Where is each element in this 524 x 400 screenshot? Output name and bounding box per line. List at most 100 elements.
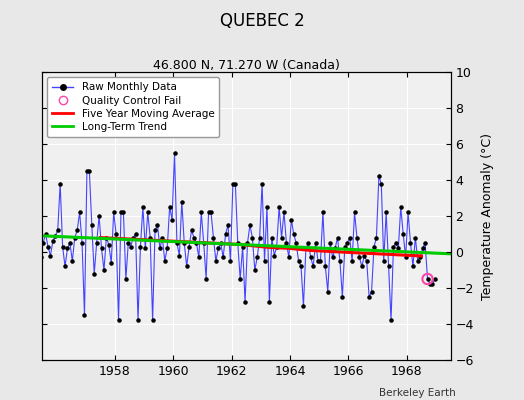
Point	[399, 231, 407, 237]
Point	[105, 242, 113, 248]
Point	[360, 252, 368, 259]
Point	[258, 180, 266, 187]
Point	[168, 216, 176, 223]
Point	[311, 240, 320, 246]
Point	[379, 258, 388, 264]
Point	[37, 254, 45, 261]
Point	[88, 222, 96, 228]
Point	[387, 317, 395, 324]
Point	[321, 263, 330, 270]
Point	[238, 243, 247, 250]
Point	[365, 294, 373, 300]
Point	[66, 240, 74, 246]
Point	[367, 288, 376, 295]
Point	[309, 263, 318, 270]
Point	[231, 180, 239, 187]
Point	[29, 258, 38, 264]
Point	[122, 276, 130, 282]
Point	[90, 270, 99, 277]
Point	[182, 263, 191, 270]
Point	[56, 180, 64, 187]
Point	[200, 240, 208, 246]
Point	[224, 222, 232, 228]
Point	[304, 240, 312, 246]
Point	[24, 234, 32, 241]
Point	[100, 267, 108, 273]
Point	[51, 233, 60, 239]
Point	[34, 245, 42, 252]
Point	[160, 258, 169, 264]
Point	[409, 263, 417, 270]
Point	[71, 234, 79, 241]
Point	[207, 209, 215, 216]
Point	[78, 240, 86, 246]
Point	[263, 204, 271, 210]
Point	[80, 312, 89, 318]
Point	[431, 276, 439, 282]
Point	[119, 209, 128, 216]
Point	[214, 245, 223, 252]
Point	[58, 243, 67, 250]
Point	[209, 234, 217, 241]
Text: QUEBEC 2: QUEBEC 2	[220, 12, 304, 30]
Legend: Raw Monthly Data, Quality Control Fail, Five Year Moving Average, Long-Term Tren: Raw Monthly Data, Quality Control Fail, …	[47, 77, 220, 137]
Point	[413, 258, 422, 264]
Point	[202, 276, 210, 282]
Point	[260, 258, 269, 264]
Text: Berkeley Earth: Berkeley Earth	[379, 388, 456, 398]
Point	[190, 234, 198, 241]
Point	[389, 243, 398, 250]
Point	[163, 245, 171, 252]
Point	[166, 204, 174, 210]
Point	[139, 204, 147, 210]
Y-axis label: Temperature Anomaly (°C): Temperature Anomaly (°C)	[481, 132, 494, 300]
Point	[343, 240, 352, 246]
Point	[397, 204, 405, 210]
Point	[338, 294, 346, 300]
Point	[134, 317, 142, 324]
Point	[353, 234, 361, 241]
Point	[222, 231, 230, 237]
Point	[421, 240, 429, 246]
Point	[341, 243, 349, 250]
Point	[144, 209, 152, 216]
Point	[83, 168, 91, 174]
Point	[287, 216, 296, 223]
Point	[355, 254, 364, 261]
Point	[148, 317, 157, 324]
Point	[280, 209, 288, 216]
Point	[294, 258, 303, 264]
Point	[141, 245, 149, 252]
Point	[423, 276, 432, 282]
Point	[372, 234, 380, 241]
Point	[250, 267, 259, 273]
Point	[132, 231, 140, 237]
Point	[377, 180, 386, 187]
Point	[178, 198, 186, 205]
Point	[272, 243, 281, 250]
Point	[302, 245, 310, 252]
Point	[282, 240, 291, 246]
Point	[253, 254, 261, 261]
Point	[285, 254, 293, 261]
Point	[117, 209, 125, 216]
Point	[363, 258, 371, 264]
Point	[299, 303, 308, 309]
Point	[129, 234, 137, 241]
Point	[44, 243, 52, 250]
Point	[154, 222, 162, 228]
Point	[319, 209, 327, 216]
Point	[102, 234, 111, 241]
Point	[63, 245, 72, 252]
Point	[107, 260, 115, 266]
Point	[345, 234, 354, 241]
Point	[307, 254, 315, 261]
Point	[348, 258, 356, 264]
Point	[290, 231, 298, 237]
Point	[265, 299, 274, 306]
Point	[324, 288, 332, 295]
Point	[331, 245, 339, 252]
Point	[156, 245, 164, 252]
Point	[333, 234, 342, 241]
Point	[336, 258, 344, 264]
